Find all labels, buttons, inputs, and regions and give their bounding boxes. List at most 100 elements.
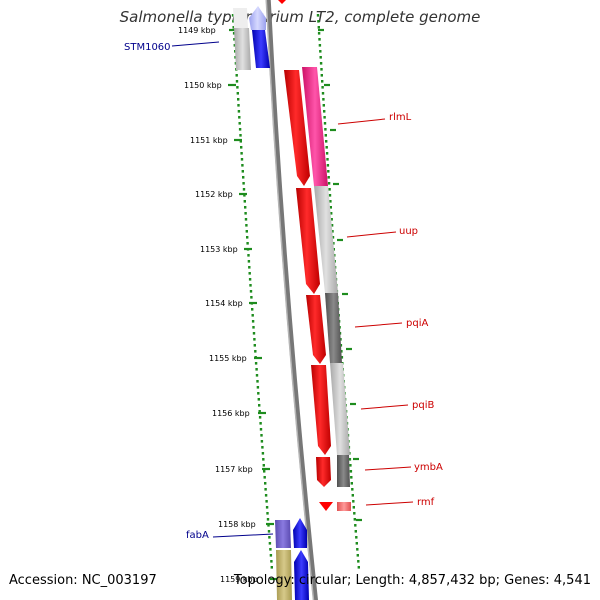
left-track-dot xyxy=(264,494,268,497)
kbp-tick-label: 1156 kbp xyxy=(212,409,250,418)
gene-label-rlmL[interactable]: rlmL xyxy=(389,112,412,123)
gene-red-2[interactable] xyxy=(296,188,320,294)
gene-pqiB[interactable] xyxy=(330,363,350,455)
left-track-dot xyxy=(267,530,271,533)
left-track-dot xyxy=(255,374,259,377)
left-track-dot xyxy=(236,92,239,95)
gene-blue-lower[interactable] xyxy=(294,550,309,600)
right-track-dot xyxy=(327,176,330,179)
gene-red-5[interactable] xyxy=(316,457,331,487)
left-track-dot xyxy=(233,44,236,47)
left-track-dot xyxy=(244,206,247,209)
gene-label-stm1060[interactable]: STM1060 xyxy=(124,42,171,53)
kbp-tick-label: 1149 kbp xyxy=(178,26,216,35)
right-track-dot xyxy=(351,488,354,491)
right-track-dot xyxy=(340,350,343,353)
gene-label-rmf[interactable]: rmf xyxy=(417,497,435,508)
gene-fabA[interactable] xyxy=(275,520,291,548)
left-track-dot xyxy=(257,392,260,395)
left-track-dot xyxy=(256,380,259,383)
right-track-dot xyxy=(319,50,322,53)
kbp-tick: 1153 kbp xyxy=(200,245,252,254)
left-track-dot xyxy=(242,176,245,179)
gene-rlmL[interactable] xyxy=(302,67,328,186)
gene-red-1[interactable] xyxy=(284,70,310,186)
gene-label-pqiB[interactable]: pqiB xyxy=(412,400,434,411)
ymbA-leader xyxy=(364,466,412,471)
left-track-dot xyxy=(265,506,269,509)
right-track-dot xyxy=(318,38,321,41)
right-track-dot xyxy=(351,494,354,497)
left-track-dot xyxy=(258,416,262,419)
left-track-dot xyxy=(243,200,246,203)
gene-stm1060[interactable] xyxy=(252,30,270,68)
right-track-dot xyxy=(352,506,355,509)
kbp-tick-label: 1159 kbp xyxy=(220,575,258,584)
right-track-dot xyxy=(357,560,360,563)
left-track-dot xyxy=(248,266,251,269)
right-track-dot xyxy=(324,128,327,131)
left-track-dot xyxy=(269,548,272,551)
left-track-dot xyxy=(235,80,239,83)
left-track-dot xyxy=(268,542,272,545)
right-track-dot xyxy=(350,476,353,479)
gene-pqiA[interactable] xyxy=(325,293,342,363)
left-track-dot xyxy=(268,536,271,539)
left-track-dot xyxy=(242,182,245,185)
kbp-tick-label: 1158 kbp xyxy=(218,520,256,529)
kbp-tick: 1152 kbp xyxy=(195,190,247,199)
gene-ymbA[interactable] xyxy=(337,455,350,487)
gene-uup[interactable] xyxy=(314,186,338,293)
gene-light-gray[interactable] xyxy=(234,28,251,70)
left-track-dot xyxy=(240,158,244,161)
gene-red-4[interactable] xyxy=(311,365,331,455)
right-track-dot xyxy=(321,80,324,83)
left-track-dot xyxy=(249,290,253,293)
left-track-dot xyxy=(232,20,235,23)
right-track-dot xyxy=(325,146,328,149)
gene-label-fabA[interactable]: fabA xyxy=(186,530,209,541)
gene-label-ymbA[interactable]: ymbA xyxy=(414,462,443,473)
left-track-dot xyxy=(263,470,266,473)
left-track-dot xyxy=(259,422,262,425)
gene-red-3[interactable] xyxy=(306,295,326,364)
rlmL-leader xyxy=(337,118,386,125)
left-track-dot xyxy=(236,86,239,89)
gene-label-pqiA[interactable]: pqiA xyxy=(406,318,428,329)
right-track-dot xyxy=(356,554,359,557)
gene-rmf-pink[interactable] xyxy=(337,502,351,511)
right-track-dot xyxy=(326,158,329,161)
gene-stm1060-arrowhead[interactable] xyxy=(249,6,266,30)
left-track-dot xyxy=(252,326,255,329)
gene-pale[interactable] xyxy=(233,8,248,28)
left-track-dot xyxy=(270,566,273,569)
genome-backbone xyxy=(265,0,318,600)
right-track-dot xyxy=(316,14,320,17)
left-track-dot xyxy=(241,170,244,173)
left-track-dot xyxy=(247,254,250,257)
gene-rmf[interactable] xyxy=(319,502,333,511)
left-track-dot xyxy=(262,458,265,461)
left-track-dot xyxy=(231,14,235,17)
gene-blue-upper[interactable] xyxy=(293,518,307,548)
kbp-tick: 1158 kbp xyxy=(218,520,274,529)
left-track-dot xyxy=(269,554,273,557)
left-track-dot xyxy=(263,476,266,479)
right-track-dot xyxy=(353,512,356,515)
kbp-tick: 1149 kbp xyxy=(178,26,237,35)
kbp-tick-label: 1155 kbp xyxy=(209,354,247,363)
gene-red-top[interactable] xyxy=(278,0,286,4)
left-track-dot xyxy=(232,32,236,35)
left-track-dot xyxy=(246,236,249,239)
kbp-tick: 1154 kbp xyxy=(205,299,257,308)
right-track-dot xyxy=(317,32,321,35)
right-track-dot xyxy=(327,170,330,173)
gene-label-uup[interactable]: uup xyxy=(399,226,418,237)
left-track-dot xyxy=(238,122,241,125)
right-track-dot xyxy=(323,122,327,125)
left-track-dot xyxy=(257,398,260,401)
right-track-dot xyxy=(317,26,320,29)
gene-olive[interactable] xyxy=(276,550,292,600)
right-track-dot xyxy=(325,140,328,143)
